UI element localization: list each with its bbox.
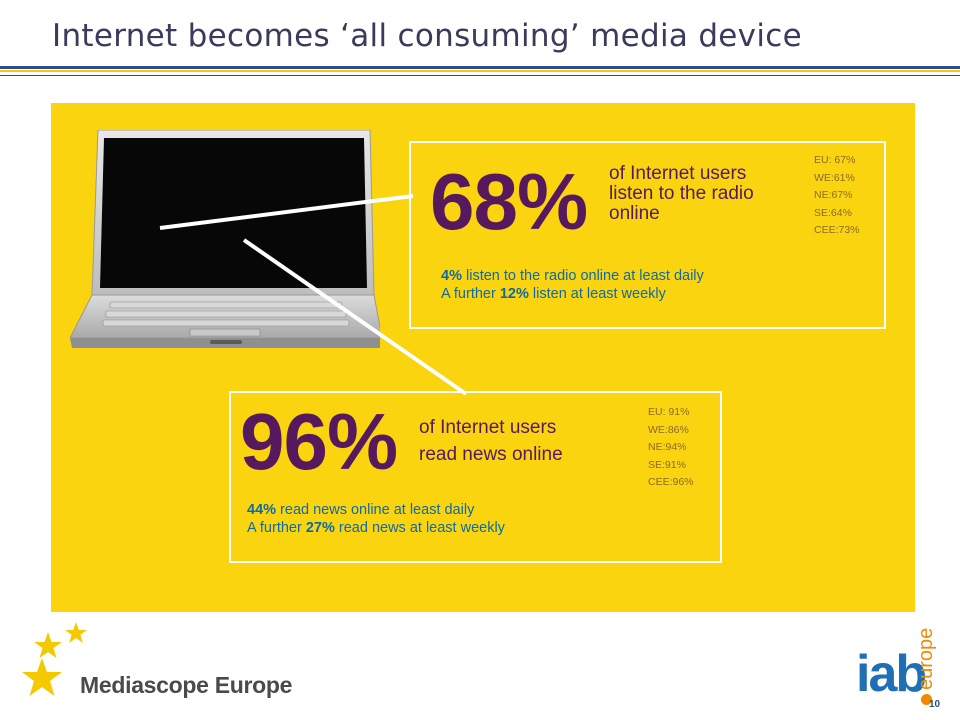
regional-value: NE:94% [648, 441, 687, 453]
iab-logo-europe: europe [915, 627, 937, 690]
title-rule-blue [0, 66, 960, 69]
news-stat-box: 96% of Internet users read news online E… [229, 391, 722, 563]
news-weekly-line: A further 27% read news at least weekly [247, 519, 505, 537]
regional-value: CEE:96% [648, 476, 694, 488]
radio-frequency: 4% listen to the radio online at least d… [441, 267, 704, 303]
title-rule-yellow [0, 70, 960, 72]
star-icon [65, 622, 87, 643]
page-number: 10 [929, 699, 941, 710]
connector-news [242, 238, 468, 396]
news-daily-line: 44% read news online at least daily [247, 501, 505, 519]
radio-daily-line: 4% listen to the radio online at least d… [441, 267, 704, 285]
regional-value: EU: 67% [814, 154, 856, 166]
news-description: of Internet users read news online [419, 414, 563, 468]
iab-logo: iab [856, 645, 927, 703]
radio-weekly-text: listen at least weekly [528, 286, 666, 302]
radio-daily-text: listen to the radio online at least dail… [461, 268, 704, 284]
news-weekly-pct: 27% [305, 520, 335, 536]
regional-value: WE:61% [814, 171, 855, 184]
radio-desc-line: listen to the radio [609, 183, 754, 204]
radio-regional-breakdown: EU: 67% WE:61% NE:67% SE:64% CEE:73% [814, 152, 860, 240]
connector-radio [159, 194, 414, 230]
mediascope-logo: Mediascope Europe [80, 672, 293, 698]
radio-daily-pct: 4% [441, 268, 462, 284]
news-desc-line: read news online [419, 444, 563, 465]
radio-stat-box: 68% of Internet users listen to the radi… [409, 141, 886, 329]
radio-description: of Internet users listen to the radio on… [609, 164, 754, 224]
news-frequency: 44% read news online at least daily A fu… [247, 501, 505, 537]
slide-title: Internet becomes ‘all consuming’ media d… [52, 18, 802, 54]
radio-weekly-pct: 12% [499, 286, 529, 302]
star-icon [22, 658, 62, 696]
radio-percent: 68% [430, 157, 588, 246]
regional-value: SE:64% [814, 206, 852, 219]
news-percent: 96% [240, 397, 398, 486]
regional-value: NE:67% [814, 189, 853, 201]
news-desc-line: of Internet users [419, 417, 557, 438]
news-weekly-prefix: A further [247, 520, 306, 536]
radio-weekly-line: A further 12% listen at least weekly [441, 285, 704, 303]
radio-desc-line: of Internet users [609, 163, 747, 184]
news-daily-text: read news online at least daily [276, 502, 475, 518]
laptop-illustration [70, 130, 380, 348]
news-regional-breakdown: EU: 91% WE:86% NE:94% SE:91% CEE:96% [648, 404, 694, 492]
iab-logo-dot [921, 694, 932, 705]
title-rule-thin [0, 75, 960, 76]
regional-value: CEE:73% [814, 224, 860, 236]
star-icon [34, 632, 62, 658]
regional-value: SE:91% [648, 458, 686, 471]
news-weekly-text: read news at least weekly [334, 520, 505, 536]
regional-value: EU: 91% [648, 406, 690, 418]
radio-weekly-prefix: A further [441, 286, 500, 302]
news-daily-pct: 44% [247, 502, 277, 518]
regional-value: WE:86% [648, 423, 689, 436]
star-icon-group [22, 622, 87, 696]
radio-desc-line: online [609, 203, 660, 224]
